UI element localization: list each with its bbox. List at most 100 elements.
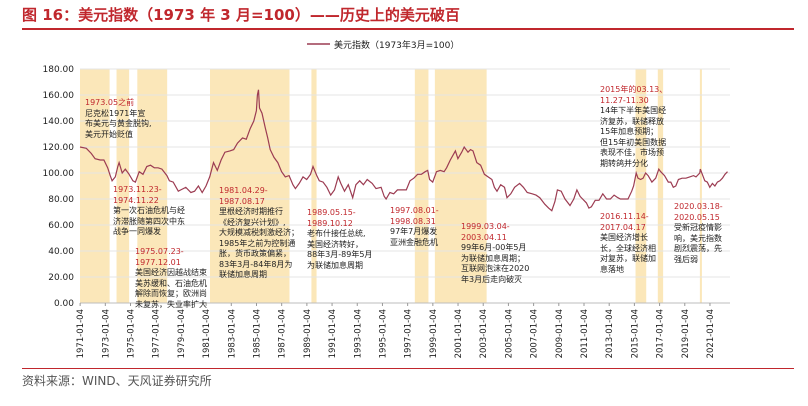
title-rule — [22, 28, 794, 30]
annotation-line: 但15年初美国数据 — [600, 137, 667, 147]
annotation-1989-05: 1989.05.15- 1989.10.12 老布什接任总统, 美国经济转好， 88年3… — [307, 208, 372, 271]
y-tick-label: 140.00 — [43, 117, 75, 127]
annotation-period: 2017.04.17 — [600, 222, 646, 232]
x-tick-label: 1991-01-04 — [328, 309, 338, 358]
annotation-line: 年3月后走向破灭 — [461, 274, 523, 284]
annotation-line: 战争一同爆发 — [113, 227, 161, 236]
y-tick-label: 80.00 — [48, 195, 74, 205]
annotation-1999-03: 1999.03.04- 2003.04.11 99年6月-00年5月 为联储加息周期；… — [461, 222, 529, 285]
y-tick-label: 60.00 — [48, 221, 74, 231]
annotation-line: 1985年之前为控制通 — [219, 238, 296, 248]
annotation-line: 15年加息预期； — [600, 127, 659, 136]
dollar-index-chart: 0.00 20.00 40.00 60.00 80.00 100.00 120.00 140.… — [43, 39, 730, 358]
annotation-line: 解除而恢复；欧洲尚 — [135, 289, 207, 298]
annotation-line: 《经济复兴计划》, — [219, 217, 286, 227]
annotation-line: 亚洲金融危机 — [390, 237, 438, 247]
annotation-line: 里根经济时期推行 — [219, 207, 283, 216]
annotation-period: 1987.08.17 — [219, 196, 265, 206]
x-tick-label: 1987-01-04 — [278, 309, 288, 358]
annotation-line: 联储加息周期 — [219, 270, 267, 279]
y-axis: 0.00 20.00 40.00 60.00 80.00 100.00 120.00 140.… — [43, 65, 75, 309]
shade-period-3 — [137, 69, 168, 303]
annotation-line: 美国经济增长 — [600, 233, 648, 242]
shade-period-4 — [210, 69, 290, 303]
x-tick-label: 2005-01-04 — [504, 309, 514, 358]
x-tick-label: 1989-01-04 — [303, 309, 313, 358]
annotation-period: 11.27-11.30 — [600, 95, 649, 105]
annotation-line: 97年7月爆发 — [390, 227, 438, 236]
annotation-line: 表现不佳，市场预 — [600, 148, 664, 157]
legend: 美元指数（1973年3月=100） — [307, 39, 459, 51]
shaded-periods — [80, 69, 702, 303]
x-axis: 1971-01-04 1973-01-04 1975-01-04 1977-01-04… — [76, 303, 716, 358]
x-tick-label: 2011-01-04 — [580, 309, 590, 358]
x-tick-label: 2009-01-04 — [555, 309, 565, 358]
annotation-line: 美国经济因越战结束 — [135, 268, 207, 277]
x-tick-label: 1977-01-04 — [152, 309, 162, 358]
x-tick-label: 1981-01-04 — [202, 309, 212, 358]
annotation-period: 1999.03.04- — [461, 222, 510, 231]
annotation-1975-07: 1975.07.23- 1977.12.01 美国经济因越战结束 美苏缓和、石油危机解… — [135, 247, 207, 310]
annotation-line: 息落地 — [600, 264, 624, 274]
annotation-line: 大规模减税刺激经济； — [219, 228, 299, 237]
annotation-line: 未复苏，失业率扩大 — [135, 299, 207, 309]
annotation-period: 1977.12.01 — [135, 257, 181, 267]
source-note: 资料来源：WIND、天风证券研究所 — [22, 374, 212, 388]
annotation-period: 1973.11.23- — [113, 185, 162, 194]
annotation-line: 第一次石油危机与经 — [113, 206, 185, 215]
shade-period-8 — [635, 69, 647, 303]
x-tick-label: 1973-01-04 — [101, 309, 111, 358]
annotation-line: 互联网泡沫在2020 — [461, 264, 530, 273]
annotation-1997-08: 1997.08.01- 1998.08.31 97年7月爆发 亚洲金融危机 — [390, 206, 439, 248]
annotation-2020-03: 2020.03.18- 2020.05.15 受新冠疫情影 响，美元指数 剧烈震荡，先强… — [674, 202, 723, 265]
annotation-period: 1973.05之前 — [85, 98, 135, 107]
annotation-1973-11: 1973.11.23- 1974.11.22 第一次石油危机与经 济滞胀随第四次中东战… — [113, 185, 185, 238]
shade-period-10 — [699, 69, 702, 303]
annotation-period: 2015年的03.13、 — [600, 85, 668, 94]
annotation-line: 济滞胀随第四次中东 — [113, 216, 185, 226]
annotation-line: 布美元与黄金脱钩, — [85, 119, 152, 128]
annotation-line: 99年6月-00年5月 — [461, 243, 527, 252]
x-tick-label: 2013-01-04 — [605, 309, 615, 358]
x-tick-label: 2021-01-04 — [706, 309, 716, 358]
annotation-line: 对复苏，联储加 — [600, 254, 656, 263]
annotation-line: 美苏缓和、石油危机 — [135, 278, 207, 288]
shade-period-5 — [311, 69, 317, 303]
source-rule — [22, 368, 794, 369]
x-tick-label: 2007-01-04 — [530, 309, 540, 358]
y-tick-label: 180.00 — [43, 65, 75, 75]
annotation-line: 83年3月-84年8月为 — [219, 259, 293, 269]
annotation-line: 尼克松1971年宣 — [85, 108, 146, 118]
y-tick-label: 40.00 — [48, 247, 74, 257]
annotation-2016-11: 2016.11.14- 2017.04.17 美国经济增长 长，全球经济相 对复苏，联储… — [600, 212, 656, 275]
annotation-line: 为联储加息周期 — [307, 260, 363, 270]
annotation-line: 剧烈震荡，先 — [674, 244, 722, 253]
annotation-period: 1974.11.22 — [113, 195, 159, 205]
annotation-period: 2020.05.15 — [674, 212, 720, 222]
y-tick-label: 20.00 — [48, 273, 74, 283]
x-tick-label: 1993-01-04 — [353, 309, 363, 358]
annotation-2015: 2015年的03.13、 11.27-11.30 14年下半年美国经 济复苏，联储释放… — [600, 85, 667, 169]
x-tick-label: 1997-01-04 — [404, 309, 414, 358]
annotation-period: 2020.03.18- — [674, 202, 723, 211]
annotation-line: 14年下半年美国经 — [600, 106, 667, 115]
annotation-line: 胀，货币政策偏紧， — [219, 249, 291, 258]
x-tick-label: 2015-01-04 — [630, 309, 640, 358]
annotation-period: 1989.10.12 — [307, 218, 353, 228]
dollar-index-line — [79, 89, 728, 212]
y-tick-label: 160.00 — [43, 91, 75, 101]
annotation-line: 响，美元指数 — [674, 233, 722, 243]
annotation-line: 强后弱 — [674, 254, 698, 264]
x-tick-label: 2003-01-04 — [479, 309, 489, 358]
shade-period-9 — [657, 69, 664, 303]
annotation-period: 2003.04.11 — [461, 232, 507, 242]
y-tick-label: 120.00 — [43, 143, 75, 153]
y-tick-label: 0.00 — [54, 299, 74, 309]
shade-period-1 — [80, 69, 110, 303]
annotation-line: 受新冠疫情影 — [674, 223, 722, 232]
x-tick-label: 1979-01-04 — [177, 309, 187, 358]
annotation-period: 1997.08.01- — [390, 206, 439, 215]
annotation-line: 长，全球经济相 — [600, 243, 656, 253]
annotation-line: 美国经济转好， — [307, 239, 363, 249]
annotation-period: 1998.08.31 — [390, 216, 436, 226]
